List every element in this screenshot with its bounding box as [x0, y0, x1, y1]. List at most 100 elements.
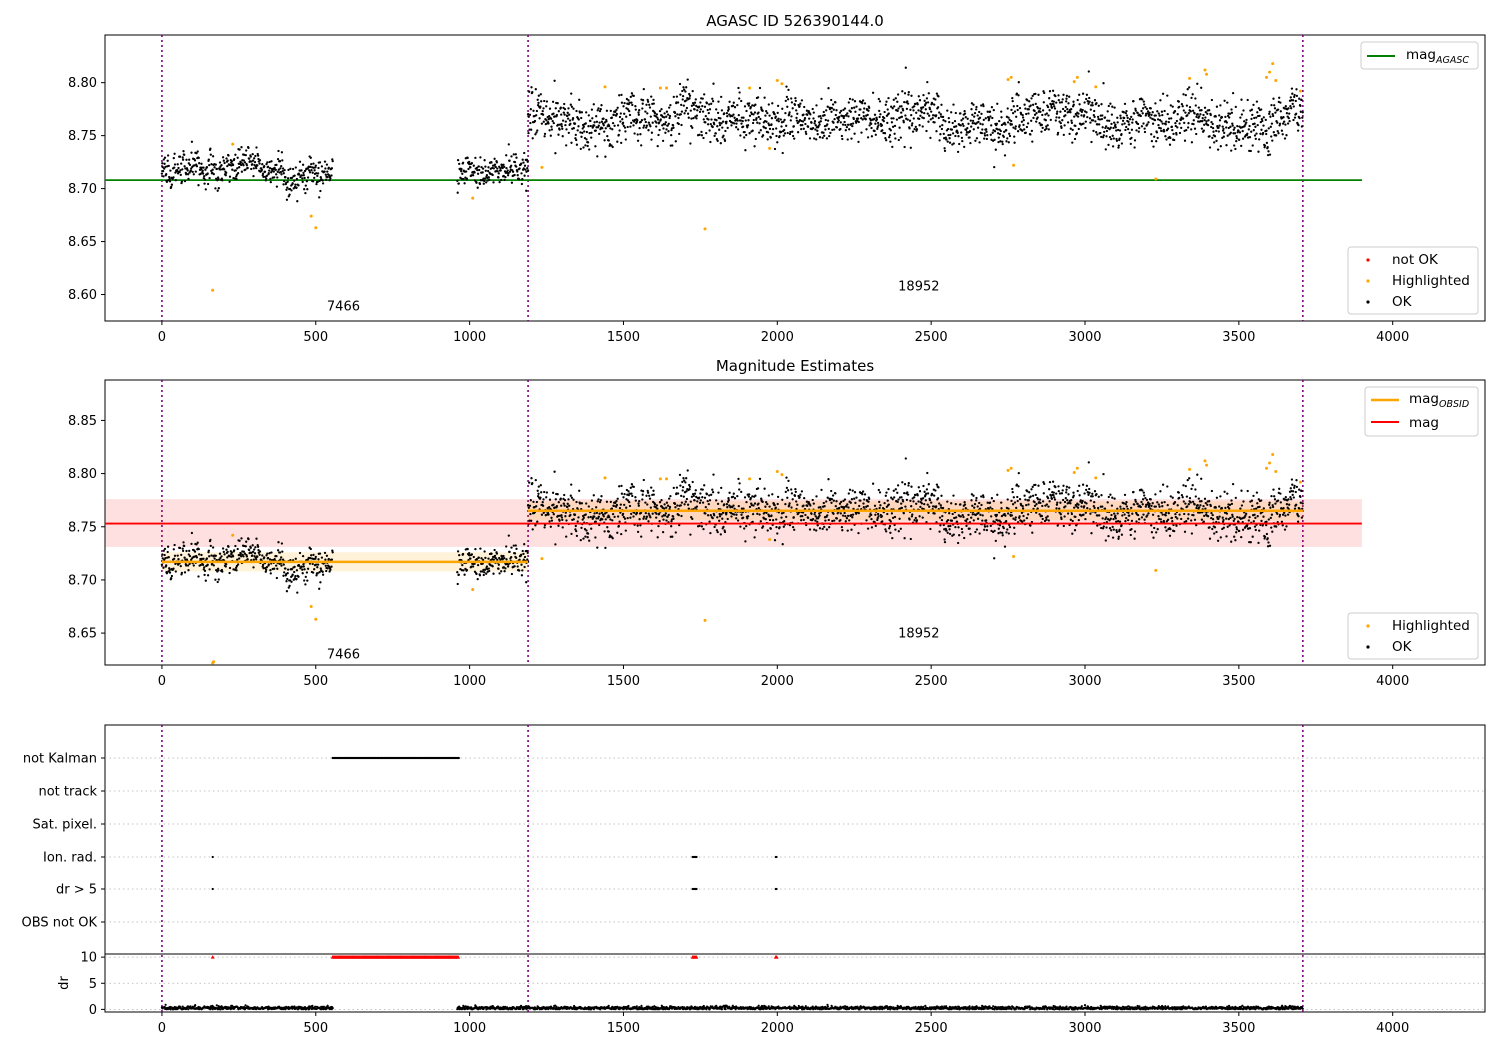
middle-panel-magnitude-estimates: 0 500 1000 1500 2000 2500 3000 3500 40008.658.70…	[68, 379, 1486, 689]
ok-point	[624, 130, 627, 133]
ok-point	[896, 484, 900, 487]
obsid-label: 18952	[898, 279, 939, 294]
ok-point	[1238, 131, 1242, 134]
ok-point	[313, 176, 316, 180]
ok-point	[840, 134, 844, 138]
ok-point	[162, 175, 165, 178]
ok-point	[1198, 115, 1201, 118]
ok-point	[680, 110, 684, 113]
ok-point	[721, 126, 724, 129]
ok-point	[863, 498, 866, 501]
ok-point	[1017, 81, 1020, 84]
ok-point	[1186, 88, 1189, 91]
ok-point	[314, 557, 317, 560]
ok-point	[269, 569, 272, 572]
ok-point	[1025, 125, 1029, 129]
ok-point	[887, 112, 890, 115]
ok-point	[830, 110, 833, 113]
ok-point	[1219, 145, 1222, 148]
ok-point	[954, 134, 957, 138]
ok-point	[458, 553, 461, 557]
ok-point	[240, 146, 243, 149]
ok-point	[709, 531, 712, 535]
ok-point	[286, 568, 290, 571]
ok-point	[825, 528, 829, 531]
ok-point	[168, 569, 171, 572]
ok-point	[1010, 119, 1013, 123]
ok-point	[216, 580, 219, 584]
ok-point	[922, 484, 925, 488]
ok-point	[570, 105, 574, 108]
ok-point	[1156, 136, 1159, 140]
ok-point	[709, 514, 712, 517]
ok-point	[492, 572, 495, 575]
ok-point	[914, 493, 917, 497]
ok-point	[1080, 114, 1083, 117]
ok-point	[626, 125, 629, 129]
ok-point	[1245, 118, 1248, 122]
ok-point	[959, 515, 962, 518]
ok-point	[243, 552, 247, 555]
ok-point	[941, 514, 944, 518]
ok-point	[811, 107, 814, 111]
ok-point	[1003, 154, 1007, 157]
ok-point	[523, 555, 527, 559]
ok-point	[1058, 101, 1062, 104]
ok-point	[552, 513, 555, 516]
ok-point	[795, 119, 799, 122]
ok-point	[682, 86, 685, 89]
ok-point	[851, 513, 855, 516]
ok-point	[868, 515, 871, 518]
ok-point	[774, 115, 777, 118]
ok-point	[616, 531, 619, 534]
ok-point	[1186, 114, 1189, 117]
ok-point	[206, 182, 210, 186]
ok-point	[1096, 524, 1099, 527]
ok-point	[188, 554, 192, 558]
ok-point	[885, 491, 888, 494]
ok-point	[991, 131, 994, 134]
ok-point	[598, 500, 602, 504]
ok-point	[649, 506, 652, 509]
ok-point	[1149, 498, 1152, 501]
ok-point	[1081, 108, 1084, 112]
ok-point	[672, 486, 675, 490]
ok-point	[641, 490, 645, 493]
ok-point	[515, 165, 518, 168]
ok-point	[665, 110, 669, 113]
ok-point	[985, 130, 988, 133]
ok-point	[503, 556, 506, 560]
ok-point	[1126, 518, 1130, 522]
ok-point	[556, 123, 560, 126]
ok-point	[611, 519, 614, 522]
ok-point	[1273, 107, 1277, 110]
ok-point	[710, 493, 713, 496]
ok-point	[272, 170, 275, 173]
ok-point	[746, 124, 750, 127]
ok-point	[986, 501, 989, 504]
ok-point	[754, 494, 757, 497]
ok-point	[575, 138, 578, 142]
ok-point	[298, 160, 302, 163]
ok-point	[610, 116, 614, 119]
ok-point	[330, 558, 334, 561]
ok-point	[1142, 513, 1145, 516]
ok-point	[827, 87, 830, 90]
ok-point	[698, 496, 701, 499]
ok-point	[1288, 119, 1291, 123]
ok-point	[870, 526, 874, 529]
highlighted-point	[658, 86, 662, 90]
ok-point	[266, 552, 269, 555]
ok-point	[701, 97, 704, 100]
ok-point	[505, 558, 508, 561]
ok-point	[891, 107, 894, 110]
ok-point	[1027, 503, 1030, 506]
ok-point	[1214, 115, 1217, 118]
ok-point	[712, 82, 715, 85]
ok-point	[225, 157, 228, 160]
ok-point	[946, 109, 949, 112]
ok-point	[1282, 116, 1285, 119]
ok-point	[769, 136, 772, 139]
ok-point	[183, 544, 186, 548]
ok-point	[548, 129, 551, 132]
